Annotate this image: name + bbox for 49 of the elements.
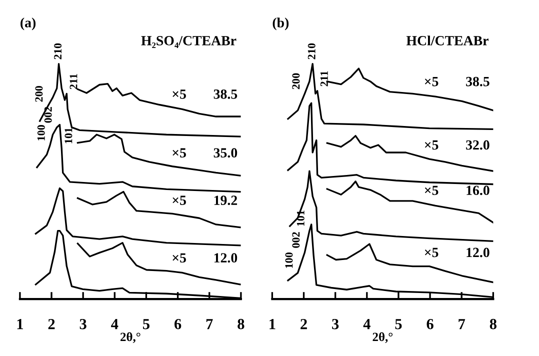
annotation: 38.5 — [214, 89, 238, 99]
annotation: ×5 — [172, 148, 186, 158]
x-tick-label: 6 — [174, 318, 182, 330]
annotation: ×5 — [424, 186, 438, 196]
x-tick-label: 4 — [111, 319, 118, 330]
x-axis-title: 2θ,° — [372, 332, 393, 343]
x-tick-label: 6 — [426, 318, 434, 330]
annotation: 16.0 — [466, 186, 490, 196]
annotation: 38.5 — [466, 76, 490, 86]
annotation: 100 — [285, 252, 293, 268]
x-tick-label: 1 — [270, 319, 276, 330]
x-tick-label: 3 — [80, 318, 86, 330]
annotation: ×5 — [172, 90, 186, 99]
annotation: 32.0 — [466, 140, 490, 150]
chart-subtitle: H₂SO₄/CTEABr — [141, 36, 236, 48]
x-tick-label: 7 — [206, 319, 213, 330]
annotation: 002 — [44, 106, 52, 123]
x-axis-title: 2θ,° — [120, 332, 140, 343]
x-tick-label: 2 — [300, 318, 307, 330]
chart-subtitle: HCl/CTEABr — [406, 36, 488, 46]
annotation: 211 — [320, 71, 328, 86]
x-tick-label: 8 — [238, 318, 244, 330]
annotation: 100 — [37, 125, 45, 140]
annotation: 19.2 — [214, 196, 238, 206]
x-tick-label: 7 — [458, 319, 466, 330]
annotation: 35.0 — [214, 148, 238, 158]
x-tick-label: 5 — [395, 319, 402, 330]
annotation: ×5 — [424, 140, 438, 150]
annotation: 210 — [308, 43, 316, 60]
annotation: ×5 — [172, 253, 186, 263]
chart-title: (b) — [272, 18, 289, 30]
x-tick-label: 2 — [48, 318, 55, 330]
annotation: 210 — [54, 43, 62, 60]
annotation: ×5 — [172, 196, 186, 205]
x-tick-label: 8 — [490, 318, 496, 330]
annotation: 200 — [35, 86, 43, 102]
x-tick-label: 5 — [143, 319, 150, 330]
chart-title: (a) — [20, 18, 36, 30]
annotation: 211 — [70, 74, 78, 90]
annotation: 12.0 — [214, 253, 238, 263]
annotation: ×5 — [424, 77, 438, 86]
annotation: ×5 — [424, 248, 438, 258]
annotation: 101 — [64, 128, 72, 144]
annotation: 002 — [292, 232, 300, 248]
annotation: 12.0 — [466, 248, 490, 258]
x-tick-label: 1 — [17, 319, 23, 330]
x-tick-label: 4 — [363, 319, 370, 330]
x-tick-label: 3 — [332, 318, 339, 330]
annotation: 200 — [292, 73, 300, 90]
